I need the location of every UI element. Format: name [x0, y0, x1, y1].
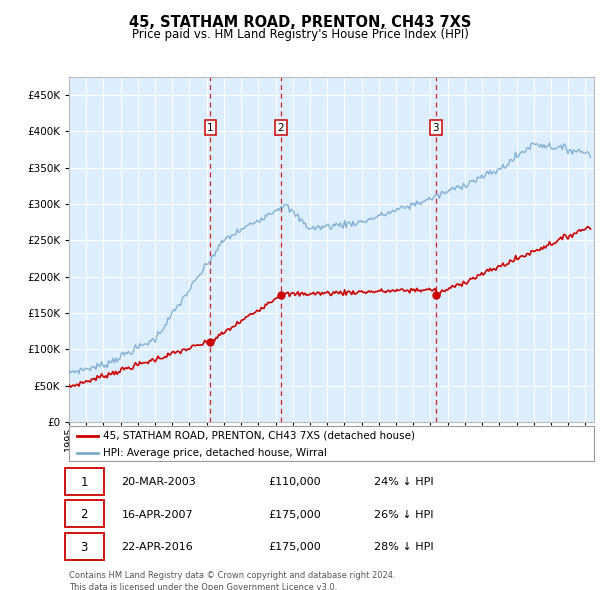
FancyBboxPatch shape [69, 426, 594, 461]
Text: 1: 1 [80, 476, 88, 489]
Text: 26% ↓ HPI: 26% ↓ HPI [373, 510, 433, 520]
Text: 20-MAR-2003: 20-MAR-2003 [121, 477, 196, 487]
Text: 2: 2 [277, 123, 284, 133]
Text: 24% ↓ HPI: 24% ↓ HPI [373, 477, 433, 487]
Text: HPI: Average price, detached house, Wirral: HPI: Average price, detached house, Wirr… [103, 448, 327, 457]
Text: 28% ↓ HPI: 28% ↓ HPI [373, 542, 433, 552]
Text: 16-APR-2007: 16-APR-2007 [121, 510, 193, 520]
Text: 3: 3 [80, 540, 88, 554]
Text: 45, STATHAM ROAD, PRENTON, CH43 7XS (detached house): 45, STATHAM ROAD, PRENTON, CH43 7XS (det… [103, 431, 415, 441]
Point [206, 337, 215, 347]
Text: £175,000: £175,000 [269, 542, 321, 552]
Text: Contains HM Land Registry data © Crown copyright and database right 2024.
This d: Contains HM Land Registry data © Crown c… [69, 571, 395, 590]
Text: 1: 1 [207, 123, 214, 133]
Text: 22-APR-2016: 22-APR-2016 [121, 542, 193, 552]
Text: £175,000: £175,000 [269, 510, 321, 520]
Text: 2: 2 [80, 508, 88, 522]
Text: £110,000: £110,000 [269, 477, 321, 487]
FancyBboxPatch shape [65, 533, 104, 560]
Text: 45, STATHAM ROAD, PRENTON, CH43 7XS: 45, STATHAM ROAD, PRENTON, CH43 7XS [129, 15, 471, 30]
FancyBboxPatch shape [65, 500, 104, 527]
Point [431, 290, 440, 299]
Point [276, 290, 286, 299]
FancyBboxPatch shape [65, 468, 104, 495]
Text: Price paid vs. HM Land Registry's House Price Index (HPI): Price paid vs. HM Land Registry's House … [131, 28, 469, 41]
Text: 3: 3 [433, 123, 439, 133]
